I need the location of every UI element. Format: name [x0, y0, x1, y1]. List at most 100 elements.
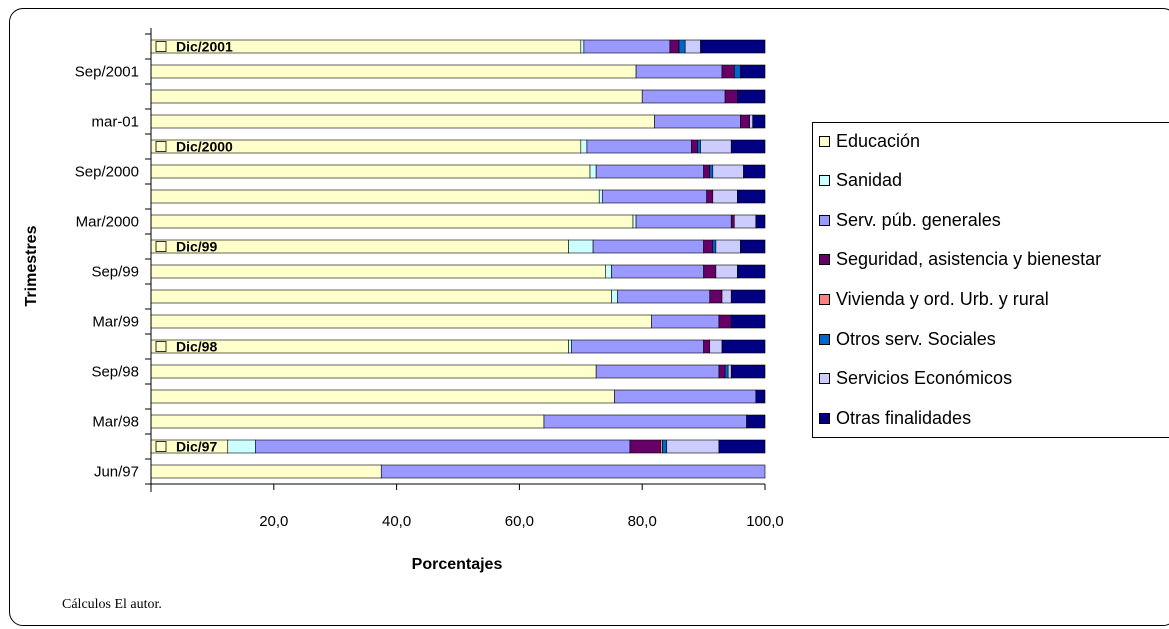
bar-segment-4-3: [719, 365, 725, 378]
legend-item: Sanidad: [819, 168, 902, 194]
bar-segment-0-2: [381, 465, 765, 478]
annotation-key: [156, 342, 166, 352]
bar-segment-7-3: [710, 290, 722, 303]
x-axis-title: Porcentajes: [412, 556, 503, 573]
bar-segment-17-2: [584, 40, 670, 53]
bar-segment-7-7: [731, 290, 765, 303]
legend-swatch: [819, 334, 830, 345]
bar-segment-4-0: [151, 365, 596, 378]
bar-segment-8-3: [704, 265, 716, 278]
bar-segment-13-7: [731, 140, 765, 153]
bar-segment-14-0: [151, 115, 654, 128]
bar-segment-11-3: [707, 190, 713, 203]
bar-segment-8-1: [605, 265, 611, 278]
bar-segment-10-0: [151, 215, 633, 228]
bars-layer: [151, 40, 765, 478]
bar-segment-5-1: [569, 340, 572, 353]
bar-segment-10-7: [756, 215, 765, 228]
bar-segment-12-3: [704, 165, 710, 178]
bar-segment-12-7: [744, 165, 765, 178]
bar-segment-3-7: [756, 390, 765, 403]
legend-swatch: [819, 254, 830, 265]
y-tick-label: Mar/99: [92, 314, 139, 331]
legend-item: Vivienda y ord. Urb. y rural: [819, 286, 1049, 312]
legend-label: Educación: [836, 131, 920, 152]
bar-segment-15-7: [737, 90, 765, 103]
legend-label: Otros serv. Sociales: [836, 329, 996, 350]
bar-segment-3-2: [615, 390, 756, 403]
bar-segment-14-6: [750, 115, 753, 128]
legend-item: Educación: [819, 128, 920, 154]
bar-segment-8-0: [151, 265, 605, 278]
bar-segment-13-3: [691, 140, 697, 153]
y-tick-label: Mar/98: [92, 414, 139, 431]
legend-item: Servicios Económicos: [819, 366, 1012, 392]
y-tick-label: Sep/99: [91, 264, 139, 281]
bar-segment-7-1: [612, 290, 618, 303]
bar-segment-11-6: [713, 190, 738, 203]
y-tick-label: Sep/98: [91, 364, 139, 381]
legend-label: Vivienda y ord. Urb. y rural: [836, 289, 1049, 310]
bar-segment-4-2: [596, 365, 719, 378]
y-tick-label: Sep/2001: [75, 64, 139, 81]
bar-segment-9-1: [569, 240, 594, 253]
legend-item: Seguridad, asistencia y bienestar: [819, 247, 1101, 273]
chart-legend: Educación Sanidad Serv. púb. generales Segu…: [812, 122, 1169, 438]
annotation-key: [156, 242, 166, 252]
legend-swatch: [819, 294, 830, 305]
bar-segment-11-1: [599, 190, 602, 203]
bar-segment-9-3: [704, 240, 713, 253]
legend-swatch: [819, 136, 830, 147]
legend-label: Seguridad, asistencia y bienestar: [836, 249, 1101, 270]
annotation-key: [156, 42, 166, 52]
bar-segment-17-3: [670, 40, 679, 53]
bar-segment-2-7: [747, 415, 765, 428]
bar-segment-15-2: [642, 90, 725, 103]
bar-segment-13-1: [581, 140, 587, 153]
bar-segment-10-1: [633, 215, 636, 228]
y-tick-label: Sep/2000: [75, 164, 139, 181]
bar-segment-10-6: [734, 215, 755, 228]
bar-segment-0-0: [151, 465, 381, 478]
bar-segment-2-2: [544, 415, 747, 428]
x-tick-label: 80,0: [628, 513, 657, 530]
bar-segment-12-6: [713, 165, 744, 178]
bar-segment-11-0: [151, 190, 599, 203]
bar-annotation-label: Dic/2000: [176, 139, 233, 155]
bar-segment-6-2: [651, 315, 719, 328]
axes-layer: Jun/97 Mar/98 Sep/98 Mar/99 Sep/99 Mar/2000 Se…: [75, 28, 784, 530]
x-tick-label: 40,0: [382, 513, 411, 530]
legend-swatch: [819, 215, 830, 226]
bar-segment-10-3: [731, 215, 734, 228]
bar-segment-9-2: [593, 240, 704, 253]
bar-segment-1-6: [667, 440, 719, 453]
source-note: Cálculos El autor.: [62, 597, 162, 613]
bar-segment-13-2: [587, 140, 691, 153]
x-tick-label: 100,0: [746, 513, 784, 530]
y-axis-title: Trimestres: [23, 225, 40, 306]
bar-segment-4-6: [728, 365, 731, 378]
bar-segment-12-1: [590, 165, 596, 178]
y-tick-label: Mar/2000: [76, 214, 139, 231]
bar-segment-17-6: [685, 40, 700, 53]
bar-annotation-label: Dic/2001: [176, 39, 233, 55]
bar-segment-16-5: [734, 65, 740, 78]
bar-segment-6-0: [151, 315, 651, 328]
y-tick-label: Jun/97: [94, 464, 139, 481]
bar-segment-9-6: [716, 240, 741, 253]
bar-segment-7-0: [151, 290, 612, 303]
bar-segment-9-7: [740, 240, 765, 253]
legend-item: Serv. púb. generales: [819, 207, 1001, 233]
bar-segment-11-2: [602, 190, 706, 203]
bar-segment-4-7: [731, 365, 765, 378]
y-tick-label: mar-01: [91, 114, 139, 131]
bar-annotation-label: Dic/97: [176, 439, 217, 455]
bar-segment-15-3: [725, 90, 737, 103]
bar-segment-15-0: [151, 90, 642, 103]
bar-segment-7-2: [618, 290, 710, 303]
bar-segment-3-0: [151, 390, 615, 403]
bar-segment-17-1: [581, 40, 584, 53]
bar-annotation-label: Dic/98: [176, 339, 217, 355]
bar-segment-16-0: [151, 65, 636, 78]
bar-segment-10-2: [636, 215, 731, 228]
